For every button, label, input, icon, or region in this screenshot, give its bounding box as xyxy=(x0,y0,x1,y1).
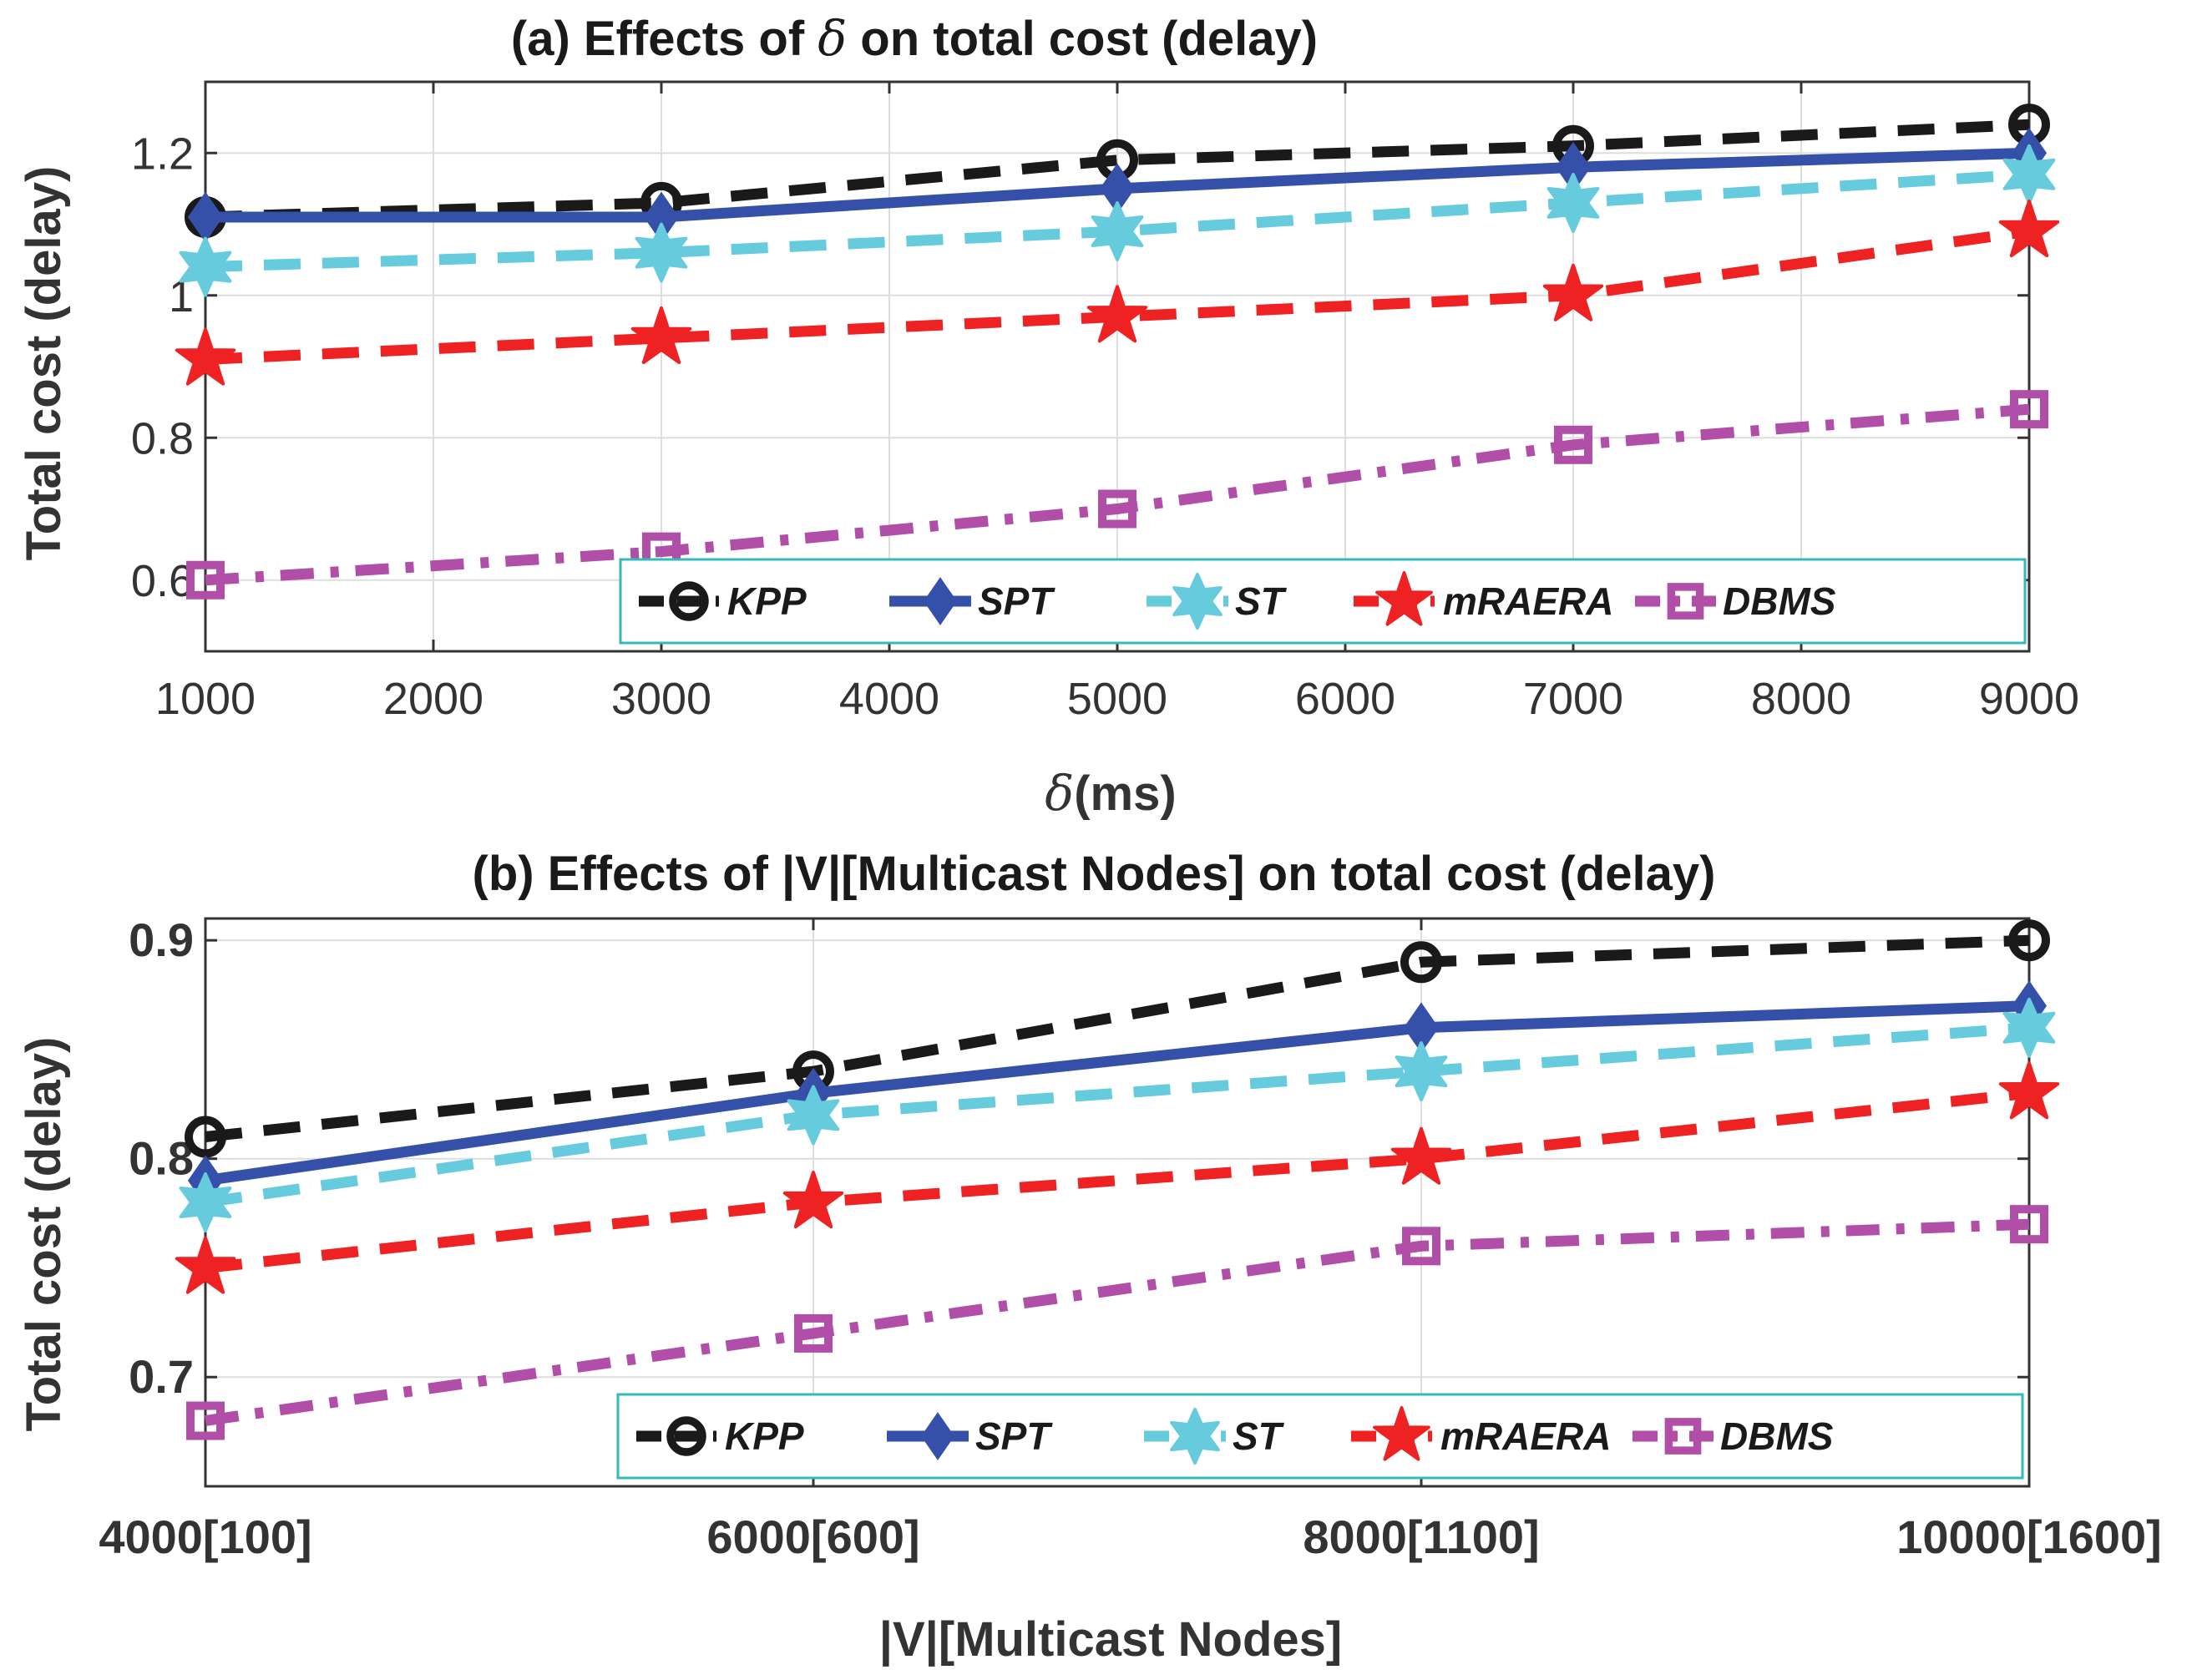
chart-a-xtick-label: 6000 xyxy=(1295,674,1395,724)
chart-b-point-st xyxy=(787,1085,840,1146)
chart-b-point-dbms xyxy=(1402,1227,1440,1266)
chart-b-xtick-label: 8000[1100] xyxy=(1303,1510,1539,1563)
chart-a-series-line-kpp xyxy=(205,119,2030,223)
chart-a-xtick-label: 9000 xyxy=(1979,674,2079,724)
chart-b-series-line-spt xyxy=(205,1000,2030,1187)
chart-b-series-line-mraera xyxy=(205,1087,2030,1273)
chart-b-series-line-kpp xyxy=(205,934,2030,1142)
chart-a-ylabel: Total cost (delay) xyxy=(17,166,71,561)
chart-a-xtick-label: 5000 xyxy=(1067,674,1167,724)
chart-a-xtick-label: 1000 xyxy=(155,674,256,724)
chart-b-legend-label-spt: SPT xyxy=(975,1414,1053,1458)
chart-b-ytick-label: 0.9 xyxy=(129,913,194,966)
chart-a-ytick-label: 1.2 xyxy=(131,129,194,179)
chart-b-xtick-label: 10000[1600] xyxy=(1896,1510,2162,1563)
chart-a-point-mraera xyxy=(630,306,692,364)
chart-a-legend-marker-spt xyxy=(924,577,957,625)
chart-b-xlabel: |V|[Multicast Nodes] xyxy=(879,1612,1343,1667)
chart-a-point-dbms xyxy=(186,560,225,600)
chart-b-point-mraera xyxy=(1390,1126,1452,1185)
chart-a-point-mraera xyxy=(1542,263,1604,321)
chart-a-point-dbms xyxy=(2010,390,2048,429)
chart-a-legend-box xyxy=(619,558,2027,645)
chart-b-point-dbms xyxy=(186,1401,225,1440)
chart-b-point-st xyxy=(1395,1041,1448,1102)
chart-a-point-dbms xyxy=(1554,425,1592,464)
chart-a-xtick-label: 8000 xyxy=(1751,674,1851,724)
chart-b-point-dbms xyxy=(2010,1205,2048,1244)
chart-a-legend-label-st: ST xyxy=(1235,579,1288,623)
chart-a-plot-area: 1000 2000 3000 4000 5000 6000 7000 8000 9000 0.6 0… xyxy=(131,80,2079,724)
chart-b-legend-label-st: ST xyxy=(1233,1414,1285,1458)
chart-a-legend-label-mraera: mRAERA xyxy=(1443,579,1613,623)
chart-a-point-st xyxy=(179,236,232,297)
chart-b-legend-marker-st xyxy=(1170,1407,1220,1465)
chart-b-point-dbms xyxy=(794,1313,833,1353)
chart-a-point-mraera xyxy=(1998,200,2060,258)
chart-a-legend-label-kpp: KPP xyxy=(727,579,807,623)
chart-a-ytick-label: 0.8 xyxy=(131,413,194,463)
chart-a-series-line-dbms xyxy=(205,403,2030,586)
chart-a-point-mraera xyxy=(175,327,236,386)
chart-b-legend-label-mraera: mRAERA xyxy=(1440,1414,1611,1458)
chart-b-legend-label-kpp: KPP xyxy=(725,1414,804,1458)
chart-b-ytick-label: 0.7 xyxy=(129,1350,194,1403)
chart-b-legend-marker-mraera xyxy=(1373,1405,1430,1461)
chart-a-point-dbms xyxy=(1098,489,1136,529)
chart-a-xtick-label: 2000 xyxy=(383,674,483,724)
chart-a-legend-marker-mraera xyxy=(1375,570,1433,626)
chart-b-point-mraera xyxy=(175,1236,236,1294)
chart-b-point-st xyxy=(2002,997,2056,1058)
chart-b-xtick-label: 6000[600] xyxy=(706,1510,919,1563)
chart-a-legend-label-spt: SPT xyxy=(978,579,1055,623)
chart-b-xtick-label: 4000[100] xyxy=(99,1510,311,1563)
chart-b-series-line-st xyxy=(205,1022,2030,1208)
chart-b-ylabel: Total cost (delay) xyxy=(17,1037,71,1432)
chart-b-legend-marker-kpp xyxy=(666,1416,706,1456)
chart-b-point-mraera xyxy=(1998,1061,2060,1120)
chart-a-ytick-label: 0.6 xyxy=(131,556,194,606)
chart-b-point-kpp xyxy=(1400,941,1442,984)
chart-b-point-mraera xyxy=(782,1171,844,1229)
chart-a-legend-marker-st xyxy=(1172,572,1222,630)
chart-b-legend-box xyxy=(616,1393,2024,1480)
chart-b-point-st xyxy=(179,1172,232,1232)
chart-b-legend-label-dbms: DBMS xyxy=(1720,1414,1834,1458)
chart-a-xlabel: δ(ms) xyxy=(1045,765,1176,822)
chart-b-plot-area: 4000[100] 6000[600] 8000[1100] 10000[1600] 0… xyxy=(99,913,2161,1563)
chart-a-legend-marker-dbms xyxy=(1667,583,1704,620)
chart-b-series-line-dbms xyxy=(205,1218,2030,1426)
chart-a-xtick-label: 4000 xyxy=(839,674,939,724)
chart-b-legend-marker-spt xyxy=(921,1412,954,1460)
chart-b-title: (b) Effects of |V|[Multicast Nodes] on t… xyxy=(473,847,1716,901)
chart-a-legend-marker-kpp xyxy=(669,581,709,621)
chart-b-ytick-label: 0.8 xyxy=(129,1132,194,1185)
chart-a-xtick-label: 3000 xyxy=(611,674,711,724)
chart-a-point-mraera xyxy=(1086,285,1148,343)
chart-b-legend-marker-dbms xyxy=(1664,1418,1702,1455)
chart-b-point-kpp xyxy=(185,1116,226,1158)
chart-a-point-st xyxy=(1546,172,1600,233)
chart-a-point-st xyxy=(635,222,688,283)
chart-a-point-st xyxy=(1091,201,1144,261)
chart-a-title: (a) Effects of δ on total cost (delay) xyxy=(511,10,1318,67)
chart-a-legend-label-dbms: DBMS xyxy=(1723,579,1836,623)
chart-b-point-kpp xyxy=(2008,919,2050,962)
chart-a-xtick-label: 7000 xyxy=(1523,674,1623,724)
